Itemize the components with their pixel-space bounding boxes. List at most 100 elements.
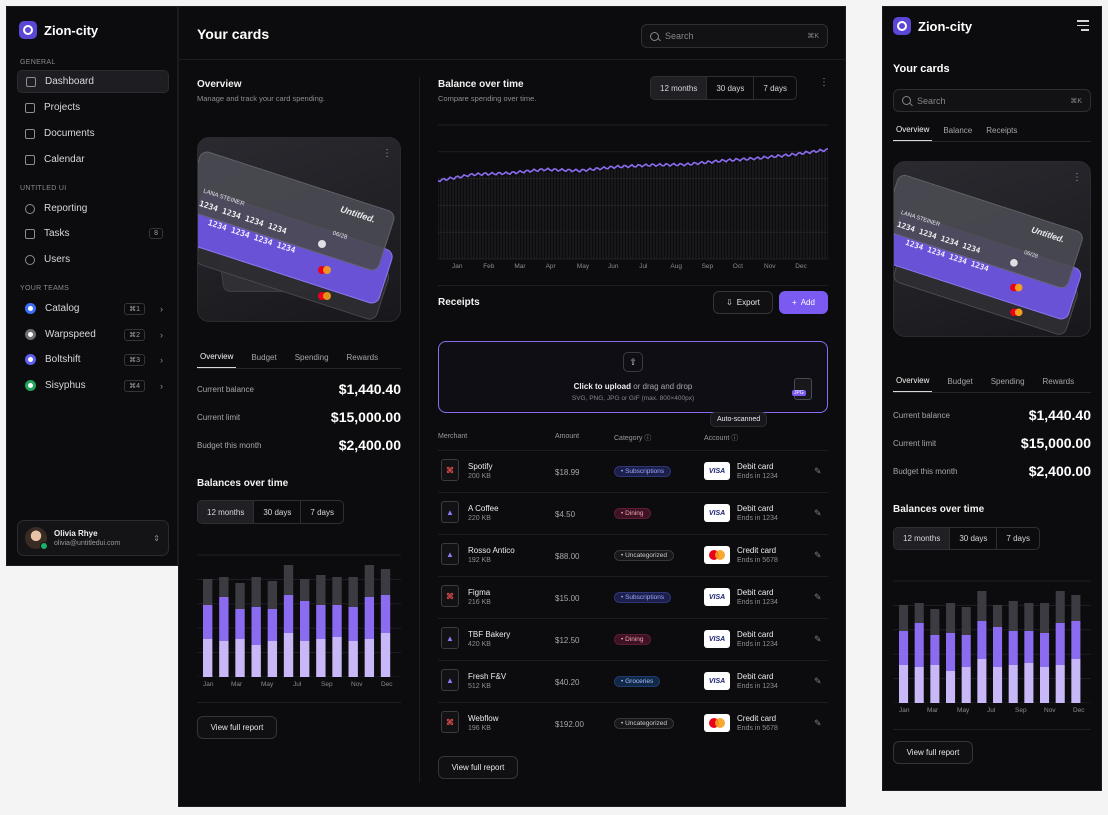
sidebar-item-calendar[interactable]: Calendar <box>17 148 169 171</box>
mastercard-icon <box>704 714 730 732</box>
range-30-days[interactable]: 30 days <box>949 528 996 549</box>
view-full-report-button[interactable]: View full report <box>438 756 518 779</box>
sidebar-team-catalog[interactable]: Catalog ⌘1 › <box>17 297 169 320</box>
tooltip: Auto-scanned <box>710 412 768 427</box>
menu-icon[interactable] <box>1077 20 1089 31</box>
app-name: Zion-city <box>918 18 973 34</box>
table-row[interactable]: ⌘ Spotify 200 KB $18.99 • Subscriptions VISA D… <box>438 450 828 492</box>
range-12-months[interactable]: 12 months <box>198 501 254 523</box>
column-header-amount[interactable]: Amount <box>555 433 580 440</box>
category-badge: • Dining <box>614 634 651 645</box>
card-more-icon[interactable]: ⋮ <box>1072 172 1082 183</box>
bar-segment <box>1040 603 1050 633</box>
range-30-days[interactable]: 30 days <box>253 501 300 523</box>
tab-spending[interactable]: Spending <box>990 377 1025 386</box>
column-header-merchant[interactable]: Merchant <box>438 433 468 440</box>
edit-icon[interactable]: ✎ <box>814 676 822 686</box>
card-expiry: 06/28 <box>332 231 349 242</box>
search-icon <box>650 31 659 41</box>
tab-rewards[interactable]: Rewards <box>1042 377 1075 386</box>
bar-segment <box>219 577 229 597</box>
bar-segment <box>899 605 909 631</box>
account-ending: Ends in 1234 <box>737 599 778 606</box>
view-full-report-button[interactable]: View full report <box>197 716 277 739</box>
bar-segment <box>364 639 375 677</box>
bar-segment <box>283 565 294 595</box>
table-row[interactable]: ▲ A Coffee 220 KB $4.50 • Dining VISA Debit ca… <box>438 492 828 534</box>
amount: $18.99 <box>555 468 580 477</box>
table-row[interactable]: ▲ TBF Bakery 420 KB $12.50 • Dining VISA Debit… <box>438 618 828 660</box>
search-input[interactable]: Search ⌘K <box>893 89 1091 112</box>
table-row[interactable]: ⌘ Figma 216 KB $15.00 • Subscriptions VISA Deb… <box>438 576 828 618</box>
sidebar-team-warpspeed[interactable]: Warpspeed ⌘2 › <box>17 323 169 346</box>
tab-budget[interactable]: Budget <box>947 377 973 386</box>
tab-balance[interactable]: Balance <box>943 126 973 135</box>
edit-icon[interactable]: ✎ <box>814 634 822 644</box>
tab-overview[interactable]: Overview <box>893 125 933 141</box>
tab-receipts[interactable]: Receipts <box>986 126 1018 135</box>
mastercard-icon <box>1010 283 1023 292</box>
brand[interactable]: Zion-city <box>19 21 98 39</box>
account-type: Credit card <box>737 714 777 723</box>
file-upload-dropzone[interactable]: ⇧ Click to upload or drag and drop SVG, … <box>438 341 828 413</box>
search-placeholder: Search <box>665 31 694 41</box>
export-button[interactable]: ⇩ Export <box>713 291 773 314</box>
image-file-icon: ▲ <box>441 627 459 649</box>
tab-overview[interactable]: Overview <box>893 376 933 392</box>
range-12-months[interactable]: 12 months <box>651 77 707 99</box>
category-label: Subscriptions <box>625 594 665 601</box>
bar-segment <box>348 607 358 641</box>
x-tick-label: Jul <box>987 707 996 714</box>
sidebar-item-projects[interactable]: Projects <box>17 96 169 119</box>
range-7-days[interactable]: 7 days <box>996 528 1039 549</box>
tab-budget[interactable]: Budget <box>251 353 277 362</box>
column-header-account[interactable]: Account ⓘ <box>704 433 738 443</box>
bar-segment <box>251 607 261 645</box>
sidebar-item-documents[interactable]: Documents <box>17 122 169 145</box>
x-tick-label: May <box>261 681 274 688</box>
edit-icon[interactable]: ✎ <box>814 466 822 476</box>
receipts-title: Receipts <box>438 297 480 308</box>
sidebar-item-tasks[interactable]: Tasks 8 <box>17 222 169 245</box>
tab-rewards[interactable]: Rewards <box>346 353 379 362</box>
range-7-days[interactable]: 7 days <box>753 77 796 99</box>
x-tick-label: Oct <box>732 263 743 270</box>
view-full-report-button[interactable]: View full report <box>893 741 973 764</box>
bar-segment <box>899 665 909 703</box>
bar-segment <box>930 665 940 703</box>
card-expiry: 06/28 <box>1023 250 1038 260</box>
upload-link[interactable]: Click to upload <box>573 382 631 391</box>
edit-icon[interactable]: ✎ <box>814 592 822 602</box>
sidebar-team-boltshift[interactable]: Boltshift ⌘3 › <box>17 348 169 371</box>
table-row[interactable]: ▲ Fresh F&V 512 KB $40.20 • Groceries VISA Deb… <box>438 660 828 702</box>
more-options-icon[interactable]: ⋮ <box>819 77 829 88</box>
add-button[interactable]: + Add <box>779 291 828 314</box>
tab-spending[interactable]: Spending <box>294 353 329 362</box>
table-row[interactable]: ▲ Rosso Antico 192 KB $88.00 • Uncategorized… <box>438 534 828 576</box>
range-12-months[interactable]: 12 months <box>894 528 950 549</box>
sidebar-item-users[interactable]: Users <box>17 248 169 271</box>
card-chip <box>318 240 326 248</box>
search-input[interactable]: Search ⌘K <box>641 24 828 48</box>
sidebar-item-reporting[interactable]: Reporting <box>17 197 169 220</box>
sidebar-item-dashboard[interactable]: Dashboard <box>17 70 169 93</box>
column-header-category[interactable]: Category ⓘ <box>614 433 651 443</box>
stat-value: $15,000.00 <box>1020 435 1091 451</box>
account-type: Debit card <box>737 630 774 639</box>
edit-icon[interactable]: ✎ <box>814 718 822 728</box>
bar-segment <box>914 667 924 703</box>
category-label: Groceries <box>625 678 654 685</box>
edit-icon[interactable]: ✎ <box>814 508 822 518</box>
sidebar-team-sisyphus[interactable]: Sisyphus ⌘4 › <box>17 374 169 397</box>
range-30-days[interactable]: 30 days <box>706 77 753 99</box>
table-row[interactable]: ⌘ Webflow 196 KB $192.00 • Uncategorized Cred… <box>438 702 828 744</box>
team-label: Warpspeed <box>45 329 96 340</box>
card-more-icon[interactable]: ⋮ <box>382 148 392 159</box>
range-7-days[interactable]: 7 days <box>300 501 343 523</box>
tab-overview[interactable]: Overview <box>197 352 237 368</box>
image-file-icon: ▲ <box>441 543 459 565</box>
x-tick-label: Dec <box>795 263 807 270</box>
account-switcher[interactable]: Olivia Rhye olivia@untitledui.com ⇕ <box>17 520 169 556</box>
brand[interactable]: Zion-city <box>893 17 972 35</box>
edit-icon[interactable]: ✎ <box>814 550 822 560</box>
